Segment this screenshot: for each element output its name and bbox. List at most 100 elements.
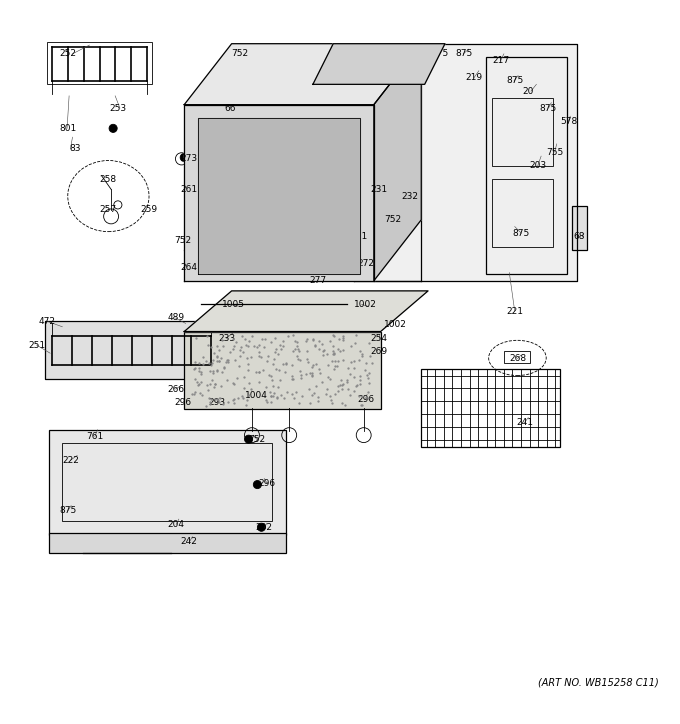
Point — [209, 378, 220, 390]
Point — [190, 374, 201, 385]
Polygon shape — [184, 43, 422, 105]
Point — [208, 348, 219, 359]
Point — [212, 364, 223, 376]
Point — [316, 376, 327, 388]
Point — [294, 397, 305, 409]
Point — [272, 381, 283, 392]
Text: 489: 489 — [167, 313, 184, 322]
Text: 269: 269 — [371, 348, 388, 356]
Point — [205, 378, 216, 390]
Point — [192, 379, 203, 390]
Point — [229, 392, 240, 404]
Point — [364, 367, 375, 379]
Text: 283: 283 — [405, 63, 422, 72]
Point — [344, 390, 355, 401]
Point — [333, 380, 343, 392]
Text: 203: 203 — [530, 161, 547, 170]
Point — [340, 400, 351, 411]
Text: 222: 222 — [63, 455, 79, 465]
Circle shape — [254, 481, 261, 489]
Point — [279, 366, 290, 378]
Point — [328, 329, 339, 341]
Point — [194, 379, 205, 390]
Point — [227, 377, 238, 389]
Point — [207, 374, 218, 386]
Point — [301, 368, 311, 379]
Circle shape — [180, 153, 188, 161]
Text: 755: 755 — [547, 148, 564, 156]
Text: 20: 20 — [523, 87, 534, 96]
Text: 221: 221 — [506, 307, 523, 316]
Point — [307, 360, 318, 371]
Point — [313, 392, 324, 403]
Point — [326, 394, 337, 405]
Point — [337, 383, 347, 395]
Text: 1002: 1002 — [354, 300, 377, 309]
Point — [243, 335, 254, 347]
Text: 1002: 1002 — [384, 320, 407, 329]
Text: 257: 257 — [99, 205, 117, 214]
Point — [262, 355, 273, 367]
Point — [272, 392, 283, 403]
Point — [341, 374, 352, 386]
Text: 875: 875 — [59, 507, 76, 515]
Text: 472: 472 — [39, 317, 56, 326]
Point — [302, 353, 313, 365]
Point — [335, 345, 345, 356]
Point — [357, 350, 368, 362]
Circle shape — [190, 233, 198, 242]
Point — [273, 349, 284, 361]
Text: 68: 68 — [574, 232, 585, 241]
Point — [355, 379, 366, 390]
Text: 801: 801 — [59, 124, 76, 133]
Polygon shape — [184, 291, 428, 332]
Point — [337, 330, 348, 342]
Text: 761: 761 — [86, 432, 103, 441]
Point — [201, 400, 212, 411]
Point — [295, 369, 306, 381]
Point — [205, 341, 216, 353]
Point — [327, 345, 338, 356]
Point — [243, 358, 254, 369]
Point — [275, 340, 286, 351]
Point — [309, 387, 320, 399]
Point — [307, 371, 318, 382]
Point — [349, 362, 360, 374]
Point — [357, 391, 368, 403]
Point — [217, 334, 228, 346]
Polygon shape — [198, 118, 360, 274]
Point — [190, 362, 201, 374]
Point — [209, 382, 220, 393]
Point — [195, 366, 206, 377]
Text: 204: 204 — [167, 520, 184, 529]
Point — [333, 355, 343, 367]
Point — [222, 374, 233, 386]
Point — [263, 369, 274, 381]
Point — [216, 380, 226, 392]
Text: 1004: 1004 — [245, 392, 268, 400]
Bar — [492, 98, 554, 166]
Point — [209, 378, 220, 390]
Point — [324, 390, 335, 402]
Point — [307, 369, 318, 381]
Point — [265, 386, 275, 397]
Point — [328, 363, 339, 374]
Polygon shape — [354, 43, 577, 281]
Point — [317, 337, 328, 349]
Point — [274, 364, 285, 376]
Point — [235, 350, 245, 361]
Point — [303, 356, 314, 368]
Text: 241: 241 — [516, 418, 533, 427]
Text: 229: 229 — [374, 63, 391, 72]
Text: 268: 268 — [509, 354, 526, 363]
Point — [203, 392, 214, 404]
Text: 578: 578 — [560, 117, 577, 126]
Point — [225, 346, 236, 358]
Point — [292, 350, 303, 362]
Point — [190, 356, 201, 368]
Text: 752: 752 — [249, 435, 266, 445]
Circle shape — [359, 180, 367, 189]
Point — [305, 397, 316, 409]
Point — [287, 374, 298, 385]
Point — [231, 336, 242, 348]
